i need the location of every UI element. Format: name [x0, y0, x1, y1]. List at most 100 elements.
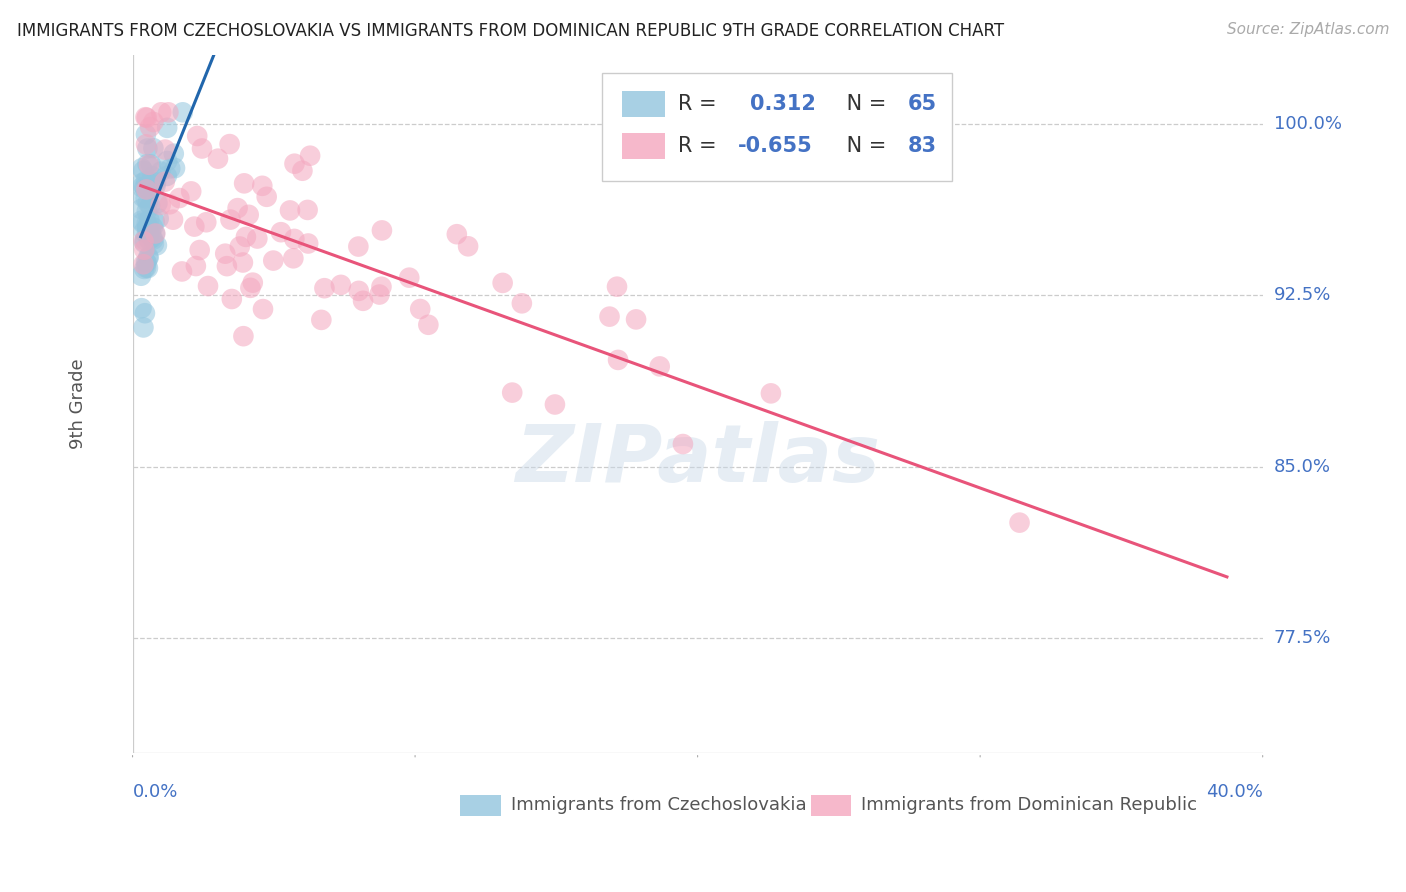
Point	[297, 202, 319, 217]
Text: 83: 83	[908, 136, 936, 156]
Point	[135, 182, 157, 196]
Point	[180, 185, 202, 199]
Point	[311, 313, 333, 327]
Text: 40.0%: 40.0%	[1206, 783, 1263, 801]
Point	[143, 214, 166, 228]
Point	[156, 154, 179, 169]
Point	[136, 221, 159, 235]
Point	[136, 219, 159, 233]
Point	[246, 231, 269, 245]
Point	[145, 175, 167, 189]
Point	[135, 260, 157, 275]
FancyBboxPatch shape	[811, 795, 851, 815]
Point	[256, 190, 278, 204]
Point	[606, 279, 628, 293]
Point	[129, 202, 152, 216]
Point	[186, 128, 208, 143]
Point	[163, 161, 186, 175]
Text: 92.5%: 92.5%	[1274, 286, 1331, 304]
Point	[156, 120, 179, 135]
Point	[146, 196, 169, 211]
Point	[136, 195, 159, 210]
Point	[370, 279, 392, 293]
Point	[136, 157, 159, 171]
Point	[283, 252, 305, 266]
Point	[131, 213, 153, 227]
Point	[134, 261, 156, 276]
Text: 100.0%: 100.0%	[1274, 115, 1341, 133]
Point	[141, 231, 163, 245]
Point	[648, 359, 671, 374]
Point	[207, 152, 229, 166]
Point	[299, 149, 322, 163]
Point	[368, 287, 391, 301]
Point	[150, 105, 173, 120]
Point	[132, 190, 155, 204]
Point	[218, 137, 240, 152]
Point	[607, 352, 630, 367]
Point	[135, 227, 157, 241]
Point	[135, 216, 157, 230]
Point	[135, 128, 157, 142]
Text: Source: ZipAtlas.com: Source: ZipAtlas.com	[1226, 22, 1389, 37]
Point	[131, 180, 153, 194]
Point	[142, 236, 165, 251]
Point	[172, 105, 194, 120]
FancyBboxPatch shape	[602, 72, 952, 181]
Point	[197, 279, 219, 293]
Point	[215, 259, 238, 273]
Text: 0.0%: 0.0%	[132, 783, 179, 801]
Point	[135, 111, 157, 125]
Point	[135, 255, 157, 269]
Text: 0.312: 0.312	[749, 94, 815, 114]
Point	[142, 220, 165, 235]
Point	[149, 164, 172, 178]
Point	[157, 105, 180, 120]
Point	[221, 292, 243, 306]
Point	[134, 235, 156, 250]
Point	[239, 281, 262, 295]
Point	[143, 227, 166, 241]
Point	[131, 301, 153, 315]
Point	[134, 180, 156, 194]
Point	[491, 276, 513, 290]
Point	[283, 232, 305, 246]
Point	[135, 191, 157, 205]
Point	[170, 264, 193, 278]
FancyBboxPatch shape	[621, 133, 665, 159]
Point	[183, 219, 205, 234]
Point	[153, 143, 176, 157]
Point	[624, 312, 647, 326]
Point	[136, 141, 159, 155]
Point	[136, 261, 159, 276]
Point	[219, 212, 242, 227]
Point	[544, 397, 567, 411]
Point	[131, 216, 153, 230]
Point	[398, 270, 420, 285]
Point	[242, 276, 264, 290]
Point	[232, 255, 254, 269]
Text: IMMIGRANTS FROM CZECHOSLOVAKIA VS IMMIGRANTS FROM DOMINICAN REPUBLIC 9TH GRADE C: IMMIGRANTS FROM CZECHOSLOVAKIA VS IMMIGR…	[17, 22, 1004, 40]
Point	[138, 158, 160, 172]
Text: R =: R =	[679, 94, 730, 114]
Point	[132, 225, 155, 239]
Point	[138, 212, 160, 227]
Point	[229, 239, 252, 253]
Point	[132, 257, 155, 271]
Point	[232, 329, 254, 343]
Point	[135, 174, 157, 188]
Point	[142, 169, 165, 184]
Point	[446, 227, 468, 242]
Point	[329, 277, 352, 292]
Point	[138, 251, 160, 265]
Text: 9th Grade: 9th Grade	[69, 359, 87, 450]
Text: 85.0%: 85.0%	[1274, 458, 1331, 475]
Point	[233, 177, 256, 191]
Text: 77.5%: 77.5%	[1274, 630, 1331, 648]
Point	[135, 203, 157, 218]
Point	[759, 386, 782, 401]
Point	[138, 182, 160, 196]
Point	[184, 259, 207, 273]
Text: Immigrants from Czechoslovakia: Immigrants from Czechoslovakia	[512, 796, 807, 814]
Point	[153, 175, 176, 189]
